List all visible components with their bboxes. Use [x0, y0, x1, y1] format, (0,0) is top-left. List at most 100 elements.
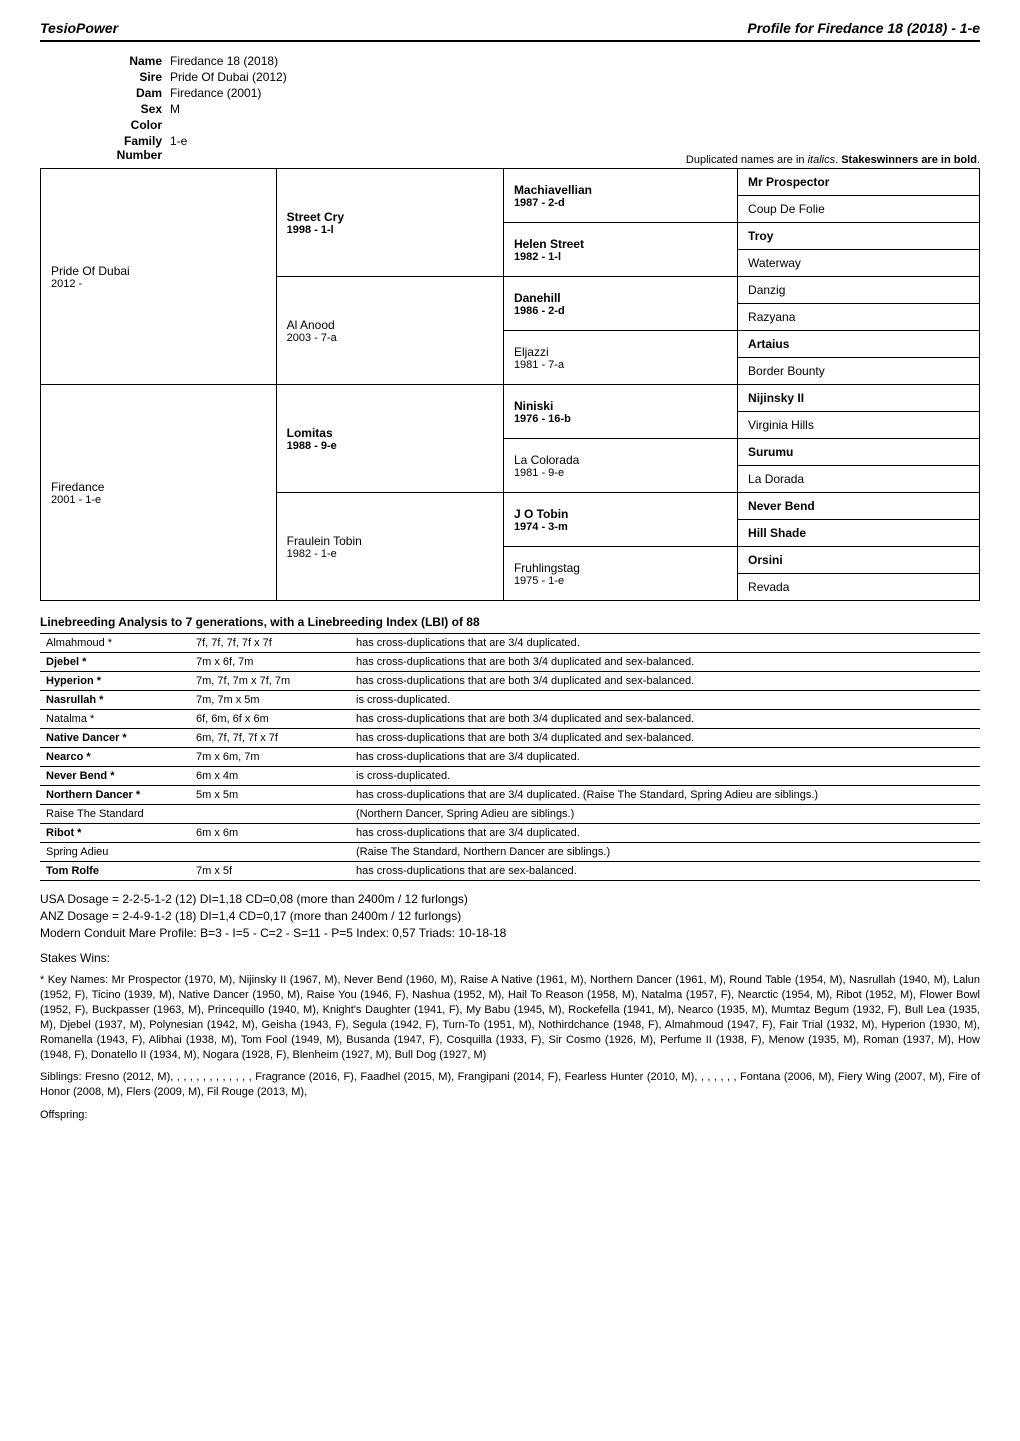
- name-label: Name: [80, 54, 170, 68]
- gen4-15: Revada: [738, 574, 980, 601]
- lb-note: has cross-duplications that are sex-bala…: [350, 862, 980, 881]
- linebreed-row: Raise The Standard(Northern Dancer, Spri…: [40, 805, 980, 824]
- gen4-8: Nijinsky II: [738, 385, 980, 412]
- lb-note: has cross-duplications that are both 3/4…: [350, 672, 980, 691]
- gen4-1: Coup De Folie: [738, 196, 980, 223]
- dosage-usa: USA Dosage = 2-2-5-1-2 (12) DI=1,18 CD=0…: [40, 891, 980, 908]
- linebreed-row: Nasrullah *7m, 7m x 5mis cross-duplicate…: [40, 691, 980, 710]
- linebreed-row: Never Bend *6m x 4mis cross-duplicated.: [40, 767, 980, 786]
- linebreed-row: Djebel *7m x 6f, 7mhas cross-duplication…: [40, 653, 980, 672]
- lb-note: is cross-duplicated.: [350, 691, 980, 710]
- lb-note: has cross-duplications that are both 3/4…: [350, 729, 980, 748]
- sire-label: Sire: [80, 70, 170, 84]
- dosage-modern: Modern Conduit Mare Profile: B=3 - I=5 -…: [40, 925, 980, 942]
- lb-name: Native Dancer *: [40, 729, 190, 748]
- stakes-wins-label: Stakes Wins:: [40, 951, 980, 965]
- lb-note: has cross-duplications that are 3/4 dupl…: [350, 634, 980, 653]
- linebreed-title: Linebreeding Analysis to 7 generations, …: [40, 615, 980, 629]
- lb-name: Natalma *: [40, 710, 190, 729]
- lb-position: 6m, 7f, 7f, 7f x 7f: [190, 729, 350, 748]
- gen4-12: Never Bend: [738, 493, 980, 520]
- horse-info-block: NameFiredance 18 (2018) SirePride Of Dub…: [80, 54, 980, 162]
- lb-name: Hyperion *: [40, 672, 190, 691]
- color-label: Color: [80, 118, 170, 132]
- dam-label: Dam: [80, 86, 170, 100]
- lb-position: 7m x 6m, 7m: [190, 748, 350, 767]
- pedigree-table: Pride Of Dubai 2012 - Street Cry 1998 - …: [40, 168, 980, 601]
- lb-note: has cross-duplications that are 3/4 dupl…: [350, 824, 980, 843]
- lb-position: 7m, 7m x 5m: [190, 691, 350, 710]
- gen3-1: Helen Street 1982 - 1-l: [503, 223, 737, 277]
- linebreed-row: Ribot *6m x 6mhas cross-duplications tha…: [40, 824, 980, 843]
- dosage-block: USA Dosage = 2-2-5-1-2 (12) DI=1,18 CD=0…: [40, 891, 980, 941]
- gen4-14: Orsini: [738, 547, 980, 574]
- profile-title: Profile for Firedance 18 (2018) - 1-e: [747, 20, 980, 36]
- lb-name: Almahmoud *: [40, 634, 190, 653]
- gen4-2: Troy: [738, 223, 980, 250]
- family-value: 1-e: [170, 134, 187, 162]
- lb-note: has cross-duplications that are both 3/4…: [350, 710, 980, 729]
- siblings-para: Siblings: Fresno (2012, M), , , , , , , …: [40, 1070, 980, 1100]
- dam-value: Firedance (2001): [170, 86, 261, 100]
- lb-position: 6f, 6m, 6f x 6m: [190, 710, 350, 729]
- lb-name: Spring Adieu: [40, 843, 190, 862]
- lb-name: Djebel *: [40, 653, 190, 672]
- gen4-7: Border Bounty: [738, 358, 980, 385]
- lb-note: (Raise The Standard, Northern Dancer are…: [350, 843, 980, 862]
- gen4-0: Mr Prospector: [738, 169, 980, 196]
- lb-position: 6m x 6m: [190, 824, 350, 843]
- gen4-5: Razyana: [738, 304, 980, 331]
- gen2-0: Street Cry 1998 - 1-l: [276, 169, 503, 277]
- linebreed-row: Tom Rolfe7m x 5fhas cross-duplications t…: [40, 862, 980, 881]
- sire-value: Pride Of Dubai (2012): [170, 70, 287, 84]
- lb-name: Raise The Standard: [40, 805, 190, 824]
- app-title: TesioPower: [40, 20, 118, 36]
- linebreed-row: Hyperion *7m, 7f, 7m x 7f, 7mhas cross-d…: [40, 672, 980, 691]
- linebreed-row: Spring Adieu (Raise The Standard, Norther…: [40, 843, 980, 862]
- header-bar: TesioPower Profile for Firedance 18 (201…: [40, 20, 980, 42]
- lb-name: Never Bend *: [40, 767, 190, 786]
- lb-position: 7m x 5f: [190, 862, 350, 881]
- gen2-3: Fraulein Tobin 1982 - 1-e: [276, 493, 503, 601]
- linebreed-row: Nearco *7m x 6m, 7mhas cross-duplication…: [40, 748, 980, 767]
- gen4-4: Danzig: [738, 277, 980, 304]
- gen2-1: Al Anood 2003 - 7-a: [276, 277, 503, 385]
- gen1-0: Pride Of Dubai 2012 -: [41, 169, 277, 385]
- gen3-4: Niniski 1976 - 16-b: [503, 385, 737, 439]
- gen3-7: Fruhlingstag 1975 - 1-e: [503, 547, 737, 601]
- gen4-6: Artaius: [738, 331, 980, 358]
- gen3-0: Machiavellian 1987 - 2-d: [503, 169, 737, 223]
- dosage-anz: ANZ Dosage = 2-4-9-1-2 (18) DI=1,4 CD=0,…: [40, 908, 980, 925]
- lb-position: [190, 843, 350, 862]
- lb-name: Nearco *: [40, 748, 190, 767]
- gen4-11: La Dorada: [738, 466, 980, 493]
- gen3-5: La Colorada 1981 - 9-e: [503, 439, 737, 493]
- linebreed-table: Almahmoud *7f, 7f, 7f, 7f x 7fhas cross-…: [40, 633, 980, 881]
- lb-name: Ribot *: [40, 824, 190, 843]
- lb-note: has cross-duplications that are 3/4 dupl…: [350, 786, 980, 805]
- gen4-3: Waterway: [738, 250, 980, 277]
- lb-position: 7f, 7f, 7f, 7f x 7f: [190, 634, 350, 653]
- sex-label: Sex: [80, 102, 170, 116]
- gen4-10: Surumu: [738, 439, 980, 466]
- lb-note: is cross-duplicated.: [350, 767, 980, 786]
- gen3-3: Eljazzi 1981 - 7-a: [503, 331, 737, 385]
- lb-position: 7m, 7f, 7m x 7f, 7m: [190, 672, 350, 691]
- sex-value: M: [170, 102, 180, 116]
- offspring-label: Offspring:: [40, 1108, 980, 1123]
- linebreed-row: Northern Dancer *5m x 5mhas cross-duplic…: [40, 786, 980, 805]
- gen3-2: Danehill 1986 - 2-d: [503, 277, 737, 331]
- gen4-13: Hill Shade: [738, 520, 980, 547]
- lb-position: 5m x 5m: [190, 786, 350, 805]
- linebreed-row: Native Dancer *6m, 7f, 7f, 7f x 7fhas cr…: [40, 729, 980, 748]
- gen1-1: Firedance 2001 - 1-e: [41, 385, 277, 601]
- linebreed-row: Almahmoud *7f, 7f, 7f, 7f x 7fhas cross-…: [40, 634, 980, 653]
- lb-position: [190, 805, 350, 824]
- name-value: Firedance 18 (2018): [170, 54, 278, 68]
- lb-note: has cross-duplications that are 3/4 dupl…: [350, 748, 980, 767]
- linebreed-row: Natalma *6f, 6m, 6f x 6mhas cross-duplic…: [40, 710, 980, 729]
- key-names-para: * Key Names: Mr Prospector (1970, M), Ni…: [40, 973, 980, 1062]
- gen4-9: Virginia Hills: [738, 412, 980, 439]
- lb-note: has cross-duplications that are both 3/4…: [350, 653, 980, 672]
- family-label: Family Number: [80, 134, 170, 162]
